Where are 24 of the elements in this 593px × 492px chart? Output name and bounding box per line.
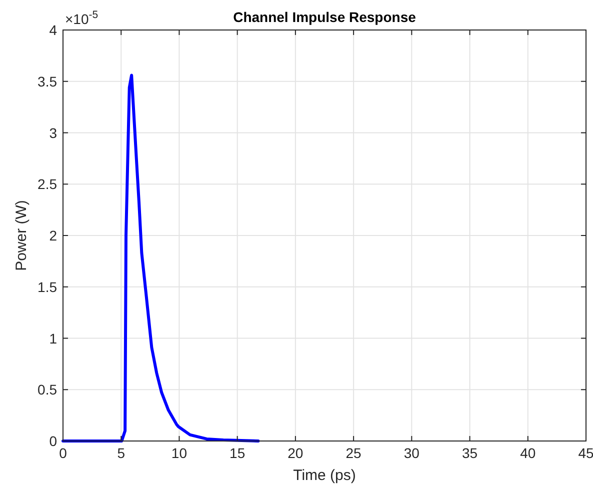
x-tick-label: 45 <box>578 445 593 461</box>
x-tick-label: 30 <box>404 445 420 461</box>
x-tick-label: 5 <box>117 445 126 461</box>
chart-title: Channel Impulse Response <box>233 9 416 25</box>
x-tick-label: 40 <box>520 445 536 461</box>
text: ×10$^{-5}$ <box>65 9 98 27</box>
y-tick-label: 2 <box>49 228 58 244</box>
y-tick-label: 4 <box>49 22 58 38</box>
x-tick-label: 15 <box>230 445 246 461</box>
x-tick-label: 20 <box>288 445 304 461</box>
x-tick-label: 0 <box>59 445 68 461</box>
line-series <box>62 74 260 442</box>
y-tick-label: 2.5 <box>38 176 58 192</box>
x-axis-title: Time (ps) <box>293 467 356 484</box>
y-tick-label: 1.5 <box>38 278 58 295</box>
x-tick-label: 25 <box>346 445 362 461</box>
y-tick-label: 0.5 <box>38 382 58 398</box>
x-tick-label: 10 <box>171 445 188 461</box>
y-tick-label: 0 <box>49 433 58 449</box>
y-tick-label: 1 <box>49 330 58 346</box>
y-tick-label: 3 <box>49 124 58 141</box>
y-tick-label: 3.5 <box>38 73 58 90</box>
y-axis-title: Power (W) <box>13 200 30 271</box>
x-tick-label: 35 <box>462 445 478 461</box>
